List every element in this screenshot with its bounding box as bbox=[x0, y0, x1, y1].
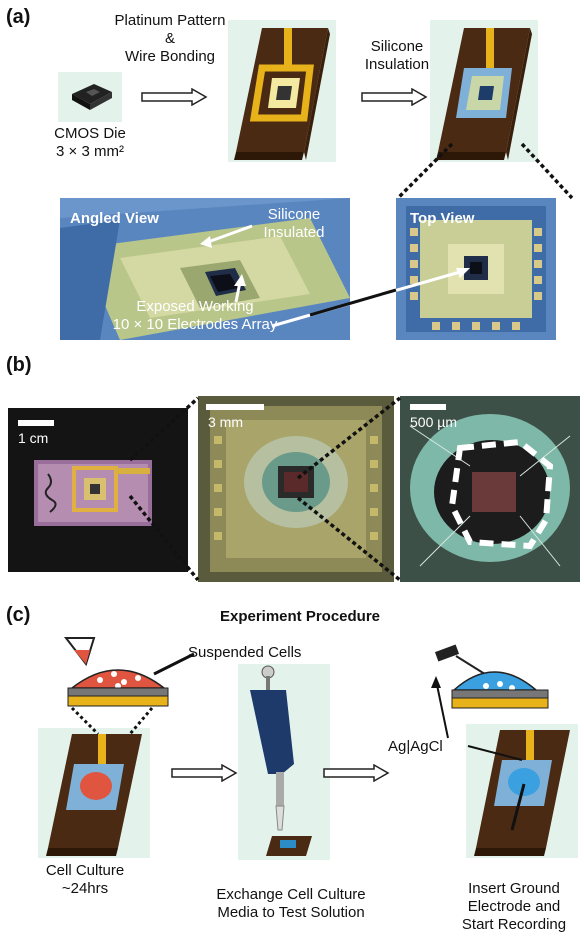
step-recording-line2: Electrode and bbox=[467, 898, 561, 915]
experiment-title: Experiment Procedure bbox=[219, 608, 381, 625]
chip-wirebonded-icon bbox=[234, 28, 330, 160]
ag-agcl-label: Ag|AgCl bbox=[388, 738, 443, 755]
zoom-lines bbox=[396, 142, 574, 200]
panel-c-label: (c) bbox=[6, 604, 31, 626]
electrode-array-photo bbox=[400, 396, 580, 582]
suspended-cells-label: Suspended Cells bbox=[188, 644, 302, 661]
arrow-right-icon bbox=[171, 764, 238, 782]
arrow-right-icon bbox=[323, 764, 390, 782]
cmos-die-image bbox=[58, 72, 122, 122]
step-culture-line2: ~24hrs bbox=[61, 880, 109, 897]
exposed-line1: Exposed Working bbox=[136, 298, 254, 315]
step-culture-line1: Cell Culture bbox=[45, 862, 125, 879]
cmos-die-label: CMOS Die 3 × 3 mm² bbox=[30, 125, 150, 161]
angled-view-label: Angled View bbox=[70, 210, 159, 227]
arrow-right-icon bbox=[361, 88, 428, 106]
panel-b-label: (b) bbox=[6, 354, 32, 376]
cmos-die-name: CMOS Die bbox=[54, 125, 126, 142]
step2-line1: Silicone bbox=[370, 38, 424, 55]
arrow-right-icon bbox=[141, 88, 208, 106]
top-view-render bbox=[396, 198, 556, 340]
panel-a-label: (a) bbox=[6, 6, 31, 28]
top-view-panel bbox=[396, 198, 556, 340]
chip-insulated-panel bbox=[430, 20, 538, 162]
zoom-lines-c1 bbox=[70, 706, 154, 736]
scale-label-2: 3 mm bbox=[208, 414, 243, 430]
exposed-array-label: Exposed Working 10 × 10 Electrodes Array bbox=[90, 298, 300, 334]
silicone-insulated-label: Silicone Insulated bbox=[248, 206, 340, 242]
chip-insulated-icon bbox=[436, 28, 532, 160]
pointer-line bbox=[153, 652, 195, 676]
callout-arrows bbox=[200, 224, 470, 328]
step1-line2: & bbox=[164, 30, 175, 47]
chip-recording-icon bbox=[474, 730, 570, 856]
pipette-panel bbox=[238, 664, 330, 860]
chip-culture-icon bbox=[46, 734, 142, 856]
step-culture-caption: Cell Culture ~24hrs bbox=[20, 862, 150, 898]
photo-electrode-array bbox=[400, 396, 580, 582]
silicone-line2: Insulated bbox=[263, 224, 325, 241]
chip-wirebonded-panel bbox=[228, 20, 336, 162]
exposed-line2: 10 × 10 Electrodes Array bbox=[112, 316, 278, 333]
scale-bar-3 bbox=[410, 404, 446, 410]
step2-caption: Silicone Insulation bbox=[352, 38, 442, 74]
silicone-line1: Silicone bbox=[267, 206, 321, 223]
solution-dish-icon bbox=[434, 644, 549, 709]
step1-line1: Platinum Pattern bbox=[114, 12, 226, 29]
photo-die-closeup bbox=[198, 396, 394, 582]
angled-view-panel bbox=[60, 198, 350, 340]
step-recording-line1: Insert Ground bbox=[468, 880, 560, 897]
scale-label-3: 500 µm bbox=[410, 414, 457, 430]
scale-bar-2 bbox=[206, 404, 264, 410]
step-exchange-line1: Exchange Cell Culture bbox=[216, 886, 366, 903]
cmos-die-icon bbox=[72, 84, 112, 110]
chip-culture-panel bbox=[38, 728, 150, 858]
step-exchange-caption: Exchange Cell Culture Media to Test Solu… bbox=[186, 886, 396, 922]
step-exchange-line2: Media to Test Solution bbox=[217, 904, 365, 921]
cmos-die-size: 3 × 3 mm² bbox=[56, 143, 124, 160]
step1-caption: Platinum Pattern & Wire Bonding bbox=[100, 12, 240, 66]
electrode-pointer-lines bbox=[431, 676, 523, 761]
panel-b-zoom-lines bbox=[128, 396, 402, 582]
step-recording-caption: Insert Ground Electrode and Start Record… bbox=[446, 880, 582, 934]
scale-label-1: 1 cm bbox=[18, 430, 49, 446]
step1-line3: Wire Bonding bbox=[124, 48, 216, 65]
step2-line2: Insulation bbox=[364, 56, 430, 73]
top-view-label: Top View bbox=[410, 210, 475, 227]
chip-recording-panel bbox=[466, 724, 578, 858]
step-recording-line3: Start Recording bbox=[461, 916, 567, 933]
scale-bar-1 bbox=[18, 420, 54, 426]
cell-dish-icon bbox=[63, 637, 169, 707]
angled-view-render bbox=[60, 198, 350, 340]
pipette-icon bbox=[250, 665, 312, 856]
